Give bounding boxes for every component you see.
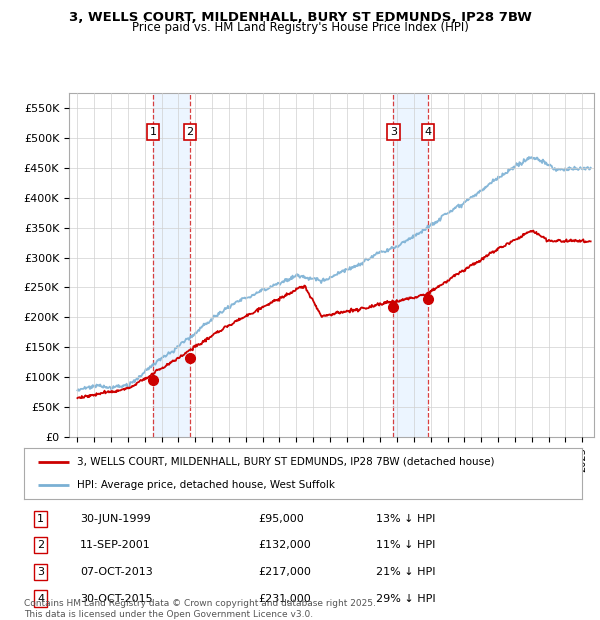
- Text: 21% ↓ HPI: 21% ↓ HPI: [376, 567, 435, 577]
- Text: 30-OCT-2015: 30-OCT-2015: [80, 593, 152, 604]
- Text: 11% ↓ HPI: 11% ↓ HPI: [376, 540, 435, 551]
- Text: 2: 2: [37, 540, 44, 551]
- Text: 1: 1: [149, 127, 157, 137]
- Text: Contains HM Land Registry data © Crown copyright and database right 2025.
This d: Contains HM Land Registry data © Crown c…: [24, 600, 376, 619]
- Text: £132,000: £132,000: [259, 540, 311, 551]
- Text: 1: 1: [37, 513, 44, 524]
- Text: 2: 2: [187, 127, 194, 137]
- Text: 3, WELLS COURT, MILDENHALL, BURY ST EDMUNDS, IP28 7BW: 3, WELLS COURT, MILDENHALL, BURY ST EDMU…: [68, 11, 532, 24]
- Text: 4: 4: [37, 593, 44, 604]
- Text: £95,000: £95,000: [259, 513, 304, 524]
- Text: 4: 4: [424, 127, 431, 137]
- Text: 3: 3: [37, 567, 44, 577]
- Text: HPI: Average price, detached house, West Suffolk: HPI: Average price, detached house, West…: [77, 480, 335, 490]
- Bar: [393, 93, 428, 437]
- Text: Price paid vs. HM Land Registry's House Price Index (HPI): Price paid vs. HM Land Registry's House …: [131, 21, 469, 34]
- Text: 13% ↓ HPI: 13% ↓ HPI: [376, 513, 435, 524]
- Text: 11-SEP-2001: 11-SEP-2001: [80, 540, 151, 551]
- Text: 3: 3: [390, 127, 397, 137]
- Text: £217,000: £217,000: [259, 567, 311, 577]
- Text: 07-OCT-2013: 07-OCT-2013: [80, 567, 152, 577]
- Text: 30-JUN-1999: 30-JUN-1999: [80, 513, 151, 524]
- Bar: [153, 93, 190, 437]
- Text: £231,000: £231,000: [259, 593, 311, 604]
- Text: 3, WELLS COURT, MILDENHALL, BURY ST EDMUNDS, IP28 7BW (detached house): 3, WELLS COURT, MILDENHALL, BURY ST EDMU…: [77, 457, 494, 467]
- Text: 29% ↓ HPI: 29% ↓ HPI: [376, 593, 435, 604]
